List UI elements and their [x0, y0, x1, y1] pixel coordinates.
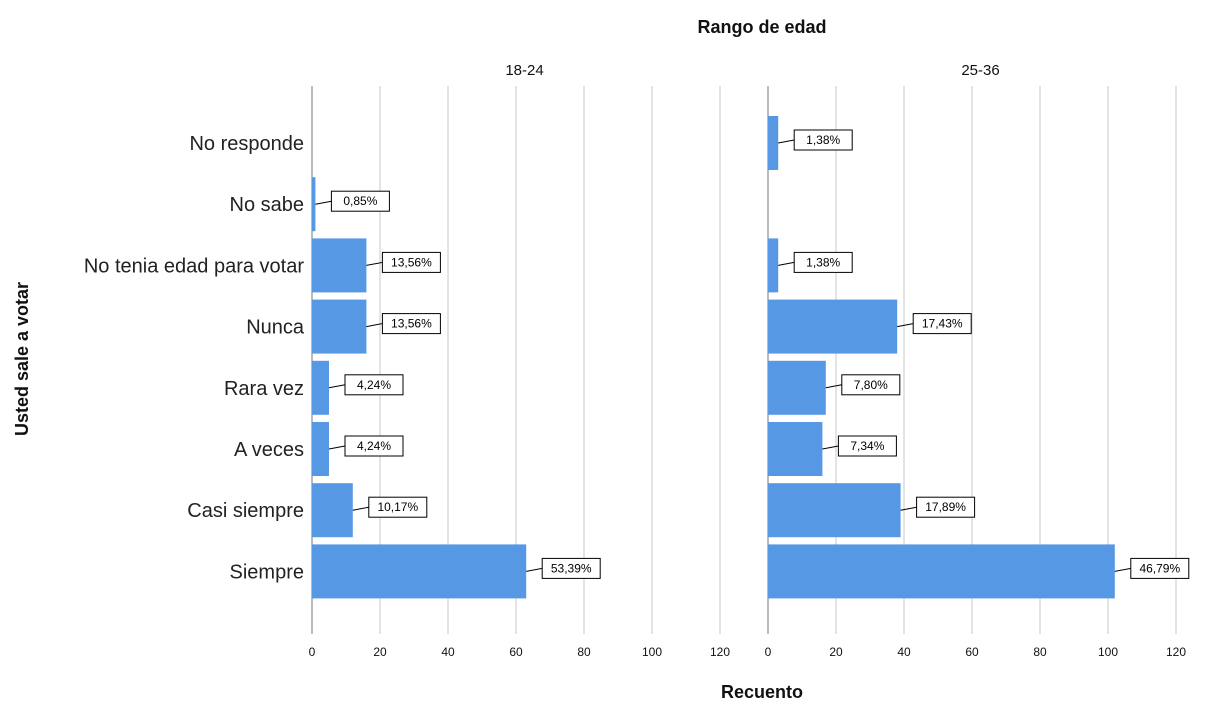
category-label: No sabe — [230, 194, 305, 216]
data-label: 13,56% — [391, 255, 432, 269]
data-label-leader — [315, 200, 332, 205]
data-label-box — [912, 313, 972, 335]
category-label: No responde — [189, 133, 304, 155]
bar — [312, 360, 329, 415]
bar — [768, 116, 779, 170]
category-label: Nunca — [246, 317, 305, 339]
bar — [312, 177, 316, 232]
bar — [768, 299, 898, 354]
bar — [312, 422, 329, 476]
chart-plot-area: 18-24 0 20 40 60 80 100 120 0,85% 13,56% 13,56% 4,2… — [84, 62, 1190, 659]
data-label-box — [344, 435, 404, 457]
chart-title: Rango de edad — [697, 17, 826, 37]
data-label-leader — [1114, 567, 1131, 572]
data-label-box — [344, 374, 404, 396]
data-label-leader — [366, 261, 383, 266]
data-label: 53,39% — [551, 561, 592, 575]
data-label-box — [381, 313, 441, 335]
x-tick-label: 100 — [1098, 645, 1118, 659]
bar — [312, 238, 367, 293]
bar — [312, 483, 353, 538]
bar — [768, 360, 826, 415]
data-label-box — [916, 496, 976, 518]
data-label-leader — [822, 445, 839, 450]
data-label: 46,79% — [1139, 561, 1180, 575]
bar — [768, 422, 823, 476]
panel-title-25-36: 25-36 — [961, 62, 999, 79]
y-axis-title: Usted sale a votar — [12, 282, 32, 436]
data-label-box — [837, 435, 897, 457]
x-tick-label: 100 — [642, 645, 662, 659]
data-label: 10,17% — [377, 500, 418, 514]
category-label: Siempre — [230, 561, 304, 583]
data-label-leader — [900, 506, 917, 511]
data-label: 17,43% — [922, 317, 963, 331]
x-tick-label: 20 — [373, 645, 387, 659]
category-label: Rara vez — [224, 378, 304, 400]
x-tick-label: 20 — [829, 645, 843, 659]
data-label-box — [381, 251, 441, 273]
data-label: 13,56% — [391, 317, 432, 331]
bar — [312, 299, 367, 354]
data-label-box — [541, 557, 601, 579]
data-label-leader — [897, 323, 914, 328]
bar — [768, 544, 1115, 599]
x-tick-label: 80 — [1033, 645, 1047, 659]
data-label: 7,80% — [854, 378, 888, 392]
data-label-box — [793, 251, 853, 273]
data-label-box — [330, 190, 390, 212]
data-label-leader — [328, 384, 346, 389]
data-label-box — [1130, 557, 1190, 579]
data-label-leader — [778, 139, 795, 144]
x-tick-label: 60 — [965, 645, 979, 659]
data-label: 4,24% — [357, 378, 391, 392]
x-tick-label: 120 — [710, 645, 730, 659]
data-label-leader — [366, 323, 383, 328]
x-tick-label: 40 — [897, 645, 911, 659]
bar — [312, 544, 527, 599]
data-label: 17,89% — [925, 500, 966, 514]
category-label: A veces — [234, 439, 304, 461]
data-label-box — [793, 129, 853, 151]
data-label: 1,38% — [806, 255, 840, 269]
bar — [768, 238, 779, 293]
x-tick-label: 40 — [441, 645, 455, 659]
data-label: 1,38% — [806, 133, 840, 147]
data-label: 0,85% — [343, 194, 377, 208]
category-label: Casi siempre — [187, 500, 304, 522]
x-tick-label: 80 — [577, 645, 591, 659]
x-tick-label: 0 — [765, 645, 772, 659]
data-label: 7,34% — [850, 439, 884, 453]
data-label-box — [368, 496, 428, 518]
data-label: 4,24% — [357, 439, 391, 453]
data-label-leader — [778, 261, 795, 266]
data-label-leader — [328, 445, 346, 450]
data-label-box — [841, 374, 901, 396]
x-tick-label: 120 — [1166, 645, 1186, 659]
data-label-leader — [825, 384, 842, 389]
bar — [768, 483, 901, 538]
category-label: No tenia edad para votar — [84, 255, 304, 277]
x-axis-title: Recuento — [721, 682, 803, 702]
data-label-leader — [526, 567, 543, 572]
data-label-leader — [352, 506, 369, 511]
x-tick-label: 60 — [509, 645, 523, 659]
x-tick-label: 0 — [309, 645, 316, 659]
panel-title-18-24: 18-24 — [505, 62, 543, 79]
